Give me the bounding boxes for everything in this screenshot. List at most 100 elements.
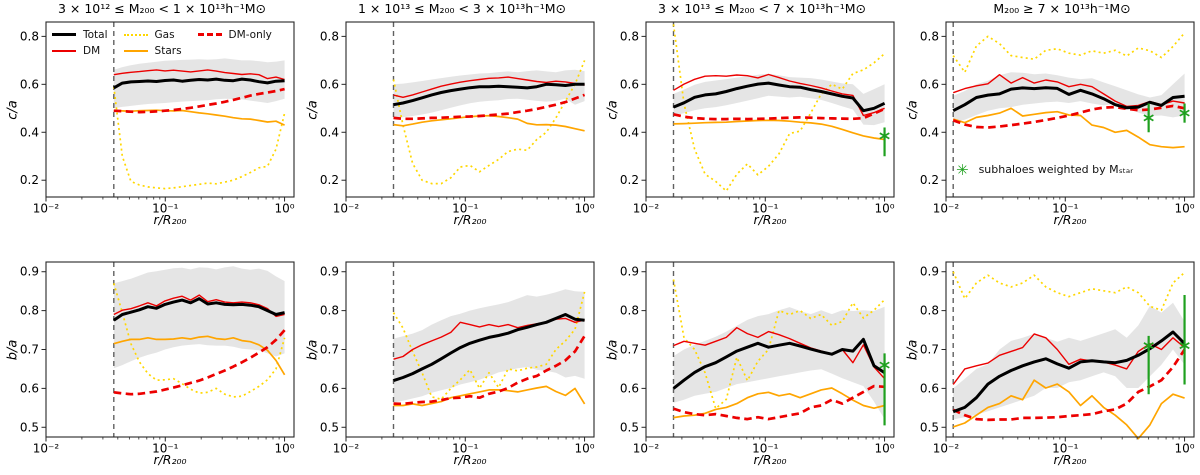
plot-ca-massbin-2: 10⁻² 10⁻¹ 10⁰ 0.2 0.4 0.6 0.8 — [320, 21, 595, 216]
subhaloes-legend: ✳ subhaloes weighted by Mₛₜₐᵣ — [956, 160, 1134, 179]
y-tick-label: 0.4 — [20, 125, 39, 139]
y-axis-label: b/a — [305, 339, 321, 361]
y-tick-label: 0.6 — [920, 381, 939, 395]
scatter-band — [393, 289, 585, 403]
y-tick-label: 0.6 — [620, 77, 639, 91]
green-asterisk-icon: ✳ — [956, 160, 969, 179]
x-tick-label: 10⁰ — [875, 202, 895, 216]
subhalo-asterisk-marker — [1143, 342, 1154, 350]
scatter-band — [953, 302, 1185, 420]
panel-title: 3 × 10¹³ ≤ M₂₀₀ < 7 × 10¹³h⁻¹M⊙ — [657, 1, 867, 16]
axes-frame — [945, 21, 1195, 198]
series-stars-line — [673, 119, 885, 141]
panel-ca-massbin-3: 10⁻² 10⁻¹ 10⁰ 0.2 0.4 0.6 0.8 3 × 10¹³ ≤ M₂₀₀ … — [600, 0, 900, 238]
y-tick-label: 0.8 — [320, 29, 339, 43]
panel-title: 3 × 10¹² ≤ M₂₀₀ < 1 × 10¹³h⁻¹M⊙ — [57, 1, 267, 16]
axes-frame — [45, 21, 295, 198]
x-tick-label: 10⁻¹ — [152, 202, 179, 216]
plot-ba-massbin-2: 10⁻² 10⁻¹ 10⁰ 0.5 0.6 0.7 0.8 0.9 — [320, 261, 595, 456]
series-stars-line — [673, 387, 885, 419]
series-gas-line — [672, 279, 886, 410]
x-tick-label: 10⁰ — [575, 202, 595, 216]
y-tick-label: 0.5 — [320, 420, 339, 434]
subhalo-asterisk-marker — [1179, 109, 1190, 117]
dm-line-sample — [52, 49, 76, 52]
x-axis-label: r/R₂₀₀ — [753, 212, 787, 227]
scatter-band — [113, 58, 285, 109]
series-stars-line — [113, 109, 285, 126]
x-tick-label: 10⁻² — [333, 442, 360, 456]
series-total-line — [672, 337, 886, 390]
plot-ba-massbin-3: 10⁻² 10⁻¹ 10⁰ 0.5 0.6 0.7 0.8 0.9 — [620, 261, 895, 456]
subhalo-asterisk-marker — [879, 132, 890, 140]
plot-ba-massbin-1: 10⁻² 10⁻¹ 10⁰ 0.5 0.6 0.7 0.8 0.9 — [20, 261, 295, 456]
scatter-band — [673, 73, 885, 126]
y-axis-label: b/a — [605, 339, 621, 361]
plot-ca-massbin-3: 10⁻² 10⁻¹ 10⁰ 0.2 0.4 0.6 0.8 — [620, 21, 895, 216]
panel-ba-massbin-1: 10⁻² 10⁻¹ 10⁰ 0.5 0.6 0.7 0.8 0.9 b/a r/R₂₀₀ — [0, 238, 300, 475]
y-tick-label: 0.5 — [620, 420, 639, 434]
legend-item-gas: Gas — [123, 28, 182, 41]
x-tick-label: 10⁻² — [333, 202, 360, 216]
plot-ca-massbin-1: 10⁻² 10⁻¹ 10⁰ 0.2 0.4 0.6 0.8 — [20, 21, 295, 216]
y-tick-label: 0.9 — [320, 265, 339, 279]
y-axis-label: b/a — [905, 339, 921, 361]
series-dm-line — [113, 294, 285, 318]
legend: Total DM Gas Stars DM-only — [52, 27, 272, 58]
y-tick-label: 0.7 — [20, 343, 39, 357]
subhaloes-legend-label: subhaloes weighted by Mₛₜₐᵣ — [978, 163, 1134, 176]
y-tick-label: 0.2 — [620, 173, 639, 187]
x-tick-label: 10⁻¹ — [152, 442, 179, 456]
x-tick-label: 10⁻² — [933, 442, 960, 456]
y-tick-label: 0.6 — [920, 77, 939, 91]
y-tick-label: 0.5 — [20, 420, 39, 434]
series-total-line — [952, 86, 1185, 113]
y-tick-label: 0.7 — [620, 343, 639, 357]
series-gas-line — [392, 291, 586, 401]
legend-item-dm: DM — [52, 45, 108, 57]
x-tick-label: 10⁻¹ — [1052, 202, 1079, 216]
y-tick-label: 0.2 — [920, 173, 939, 187]
subhalo-asterisk-marker — [1143, 114, 1154, 122]
series-dm-only-line — [113, 329, 286, 396]
y-tick-label: 0.9 — [20, 265, 39, 279]
y-axis-label: c/a — [905, 100, 921, 120]
total-line-sample — [52, 33, 76, 36]
panel-title: 1 × 10¹³ ≤ M₂₀₀ < 3 × 10¹³h⁻¹M⊙ — [357, 1, 567, 16]
y-tick-label: 0.6 — [20, 381, 39, 395]
y-axis-label: c/a — [5, 100, 21, 120]
x-tick-label: 10⁻¹ — [452, 202, 479, 216]
series-gas-line — [952, 32, 1186, 74]
series-total-line — [113, 77, 285, 90]
x-tick-label: 10⁰ — [1175, 442, 1195, 456]
y-tick-label: 0.8 — [920, 304, 939, 318]
dm-only-line-sample — [197, 33, 222, 36]
x-axis-label: r/R₂₀₀ — [753, 452, 787, 467]
x-tick-label: 10⁻¹ — [752, 442, 779, 456]
y-axis-label: c/a — [605, 100, 621, 120]
y-tick-label: 0.6 — [620, 381, 639, 395]
y-tick-label: 0.6 — [320, 77, 339, 91]
y-axis-label: b/a — [5, 339, 21, 361]
series-dm-only-line — [393, 93, 586, 121]
legend-label: Total — [83, 28, 108, 41]
legend-label: Gas — [154, 28, 175, 41]
axes-frame — [345, 21, 595, 198]
plot-ba-massbin-4: 10⁻² 10⁻¹ 10⁰ 0.5 0.6 0.7 0.8 0.9 — [920, 261, 1195, 456]
series-stars-line — [393, 114, 585, 132]
series-total-line — [393, 82, 585, 107]
x-tick-label: 10⁰ — [875, 442, 895, 456]
stars-line-sample — [123, 49, 148, 52]
series-dm-only-line — [113, 87, 285, 114]
series-dm-line — [673, 327, 886, 380]
subhalo-asterisk-marker — [1179, 342, 1190, 350]
series-gas-line — [952, 271, 1186, 312]
x-axis-label: r/R₂₀₀ — [153, 452, 187, 467]
series-gas-line — [672, 24, 886, 192]
y-tick-label: 0.2 — [320, 173, 339, 187]
y-tick-label: 0.8 — [920, 29, 939, 43]
x-tick-label: 10⁻² — [33, 202, 60, 216]
panel-ba-massbin-2: 10⁻² 10⁻¹ 10⁰ 0.5 0.6 0.7 0.8 0.9 b/a r/R₂₀₀ — [300, 238, 600, 475]
x-axis-label: r/R₂₀₀ — [153, 212, 187, 227]
panel-title: M₂₀₀ ≥ 7 × 10¹³h⁻¹M⊙ — [993, 1, 1131, 16]
